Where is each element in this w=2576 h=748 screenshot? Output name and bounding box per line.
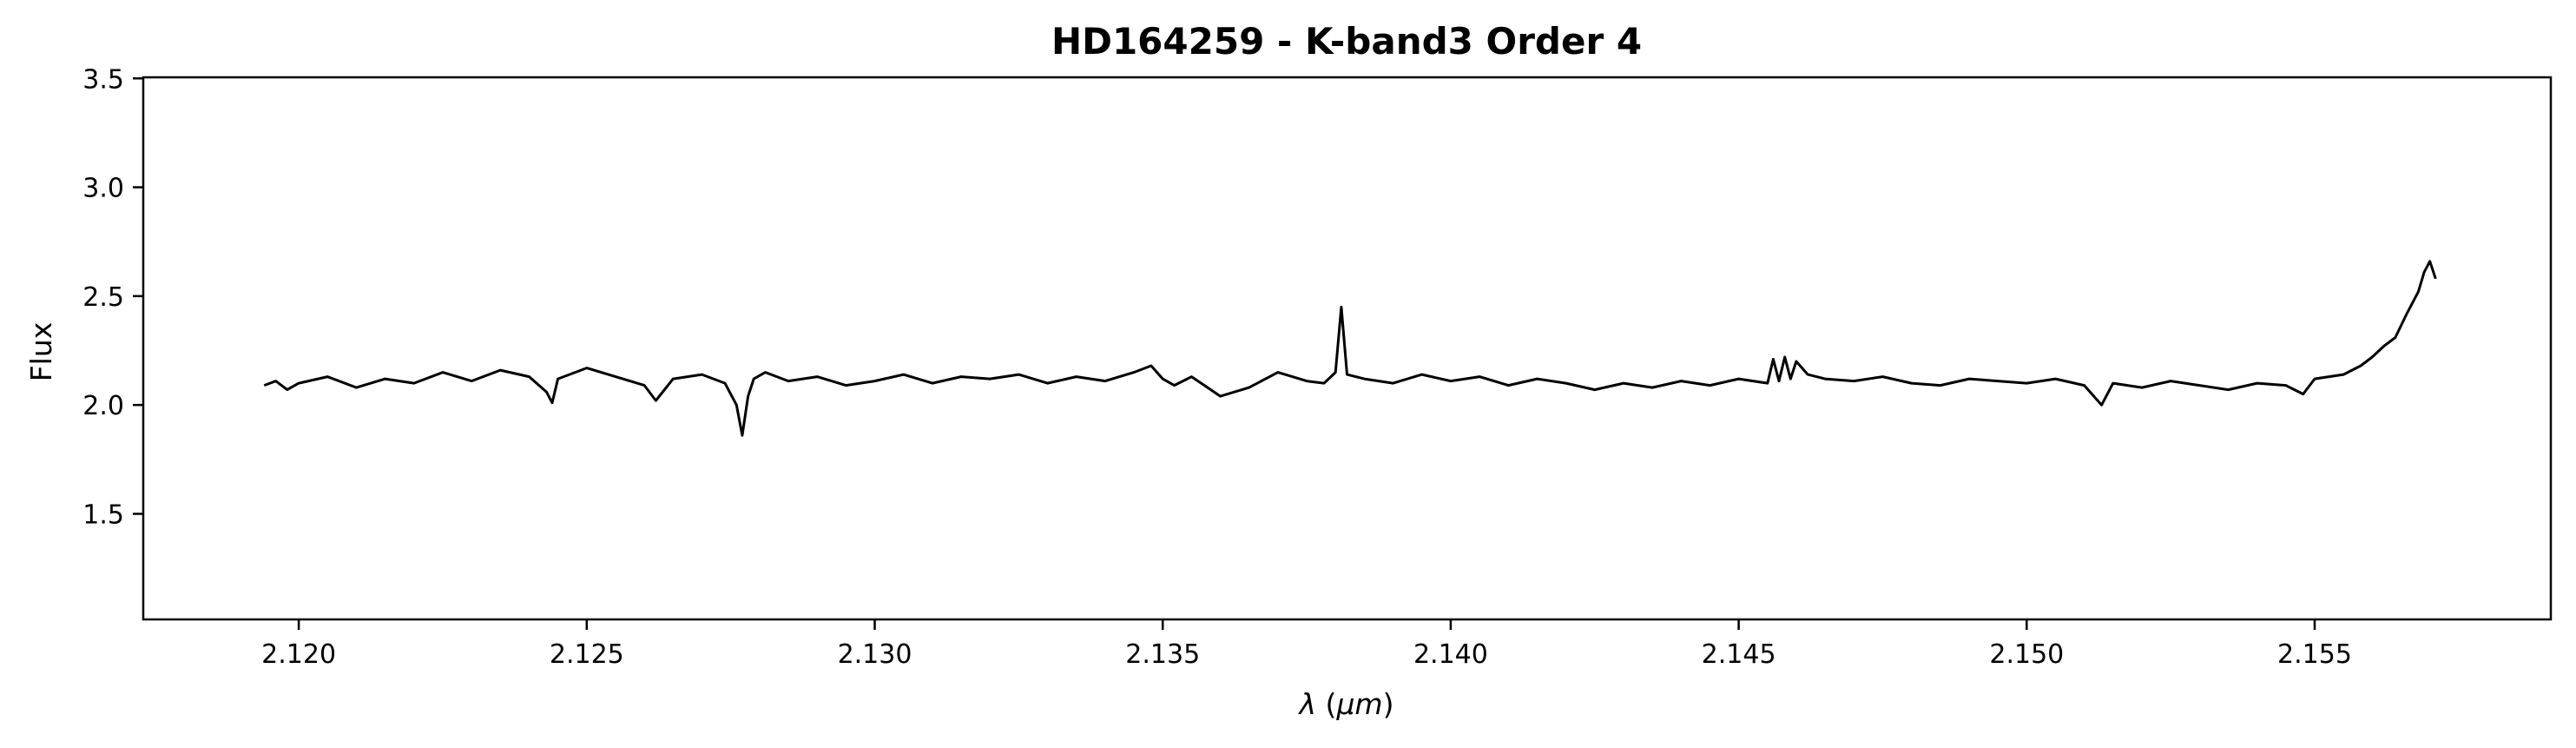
y-tick-label: 2.0 <box>82 391 124 421</box>
plot-area-frame <box>142 76 2553 621</box>
y-axis-ticks: 1.5 2.0 2.5 3.0 3.5 <box>82 64 143 530</box>
y-tick-label: 1.5 <box>82 500 124 530</box>
y-tick-label: 3.5 <box>82 64 124 95</box>
y-tick-label: 3.0 <box>82 174 124 204</box>
x-tick-label: 2.130 <box>838 639 912 670</box>
x-tick-label: 2.120 <box>261 639 336 670</box>
x-axis-label-open-paren: ( <box>1316 687 1336 721</box>
x-tick-label: 2.140 <box>1413 639 1488 670</box>
x-tick-label: 2.125 <box>550 639 624 670</box>
x-tick-label: 2.155 <box>2277 639 2352 670</box>
y-tick-label: 2.5 <box>82 282 124 313</box>
x-axis-label: λ (μm) <box>1298 687 1394 721</box>
spectrum-line <box>263 260 2437 437</box>
x-axis-label-close-paren: ) <box>1383 687 1394 721</box>
x-tick-label: 2.135 <box>1125 639 1200 670</box>
y-axis-label: Flux <box>24 322 58 382</box>
chart-title: HD164259 - K-band3 Order 4 <box>1051 20 1642 63</box>
x-axis-label-symbol: λ <box>1298 687 1317 721</box>
x-axis-ticks: 2.120 2.125 2.130 2.135 2.140 2.145 2.150 2.155 <box>261 619 2352 670</box>
x-tick-label: 2.150 <box>1989 639 2064 670</box>
x-tick-label: 2.145 <box>1702 639 1776 670</box>
x-axis-label-unit: μm <box>1335 687 1382 721</box>
